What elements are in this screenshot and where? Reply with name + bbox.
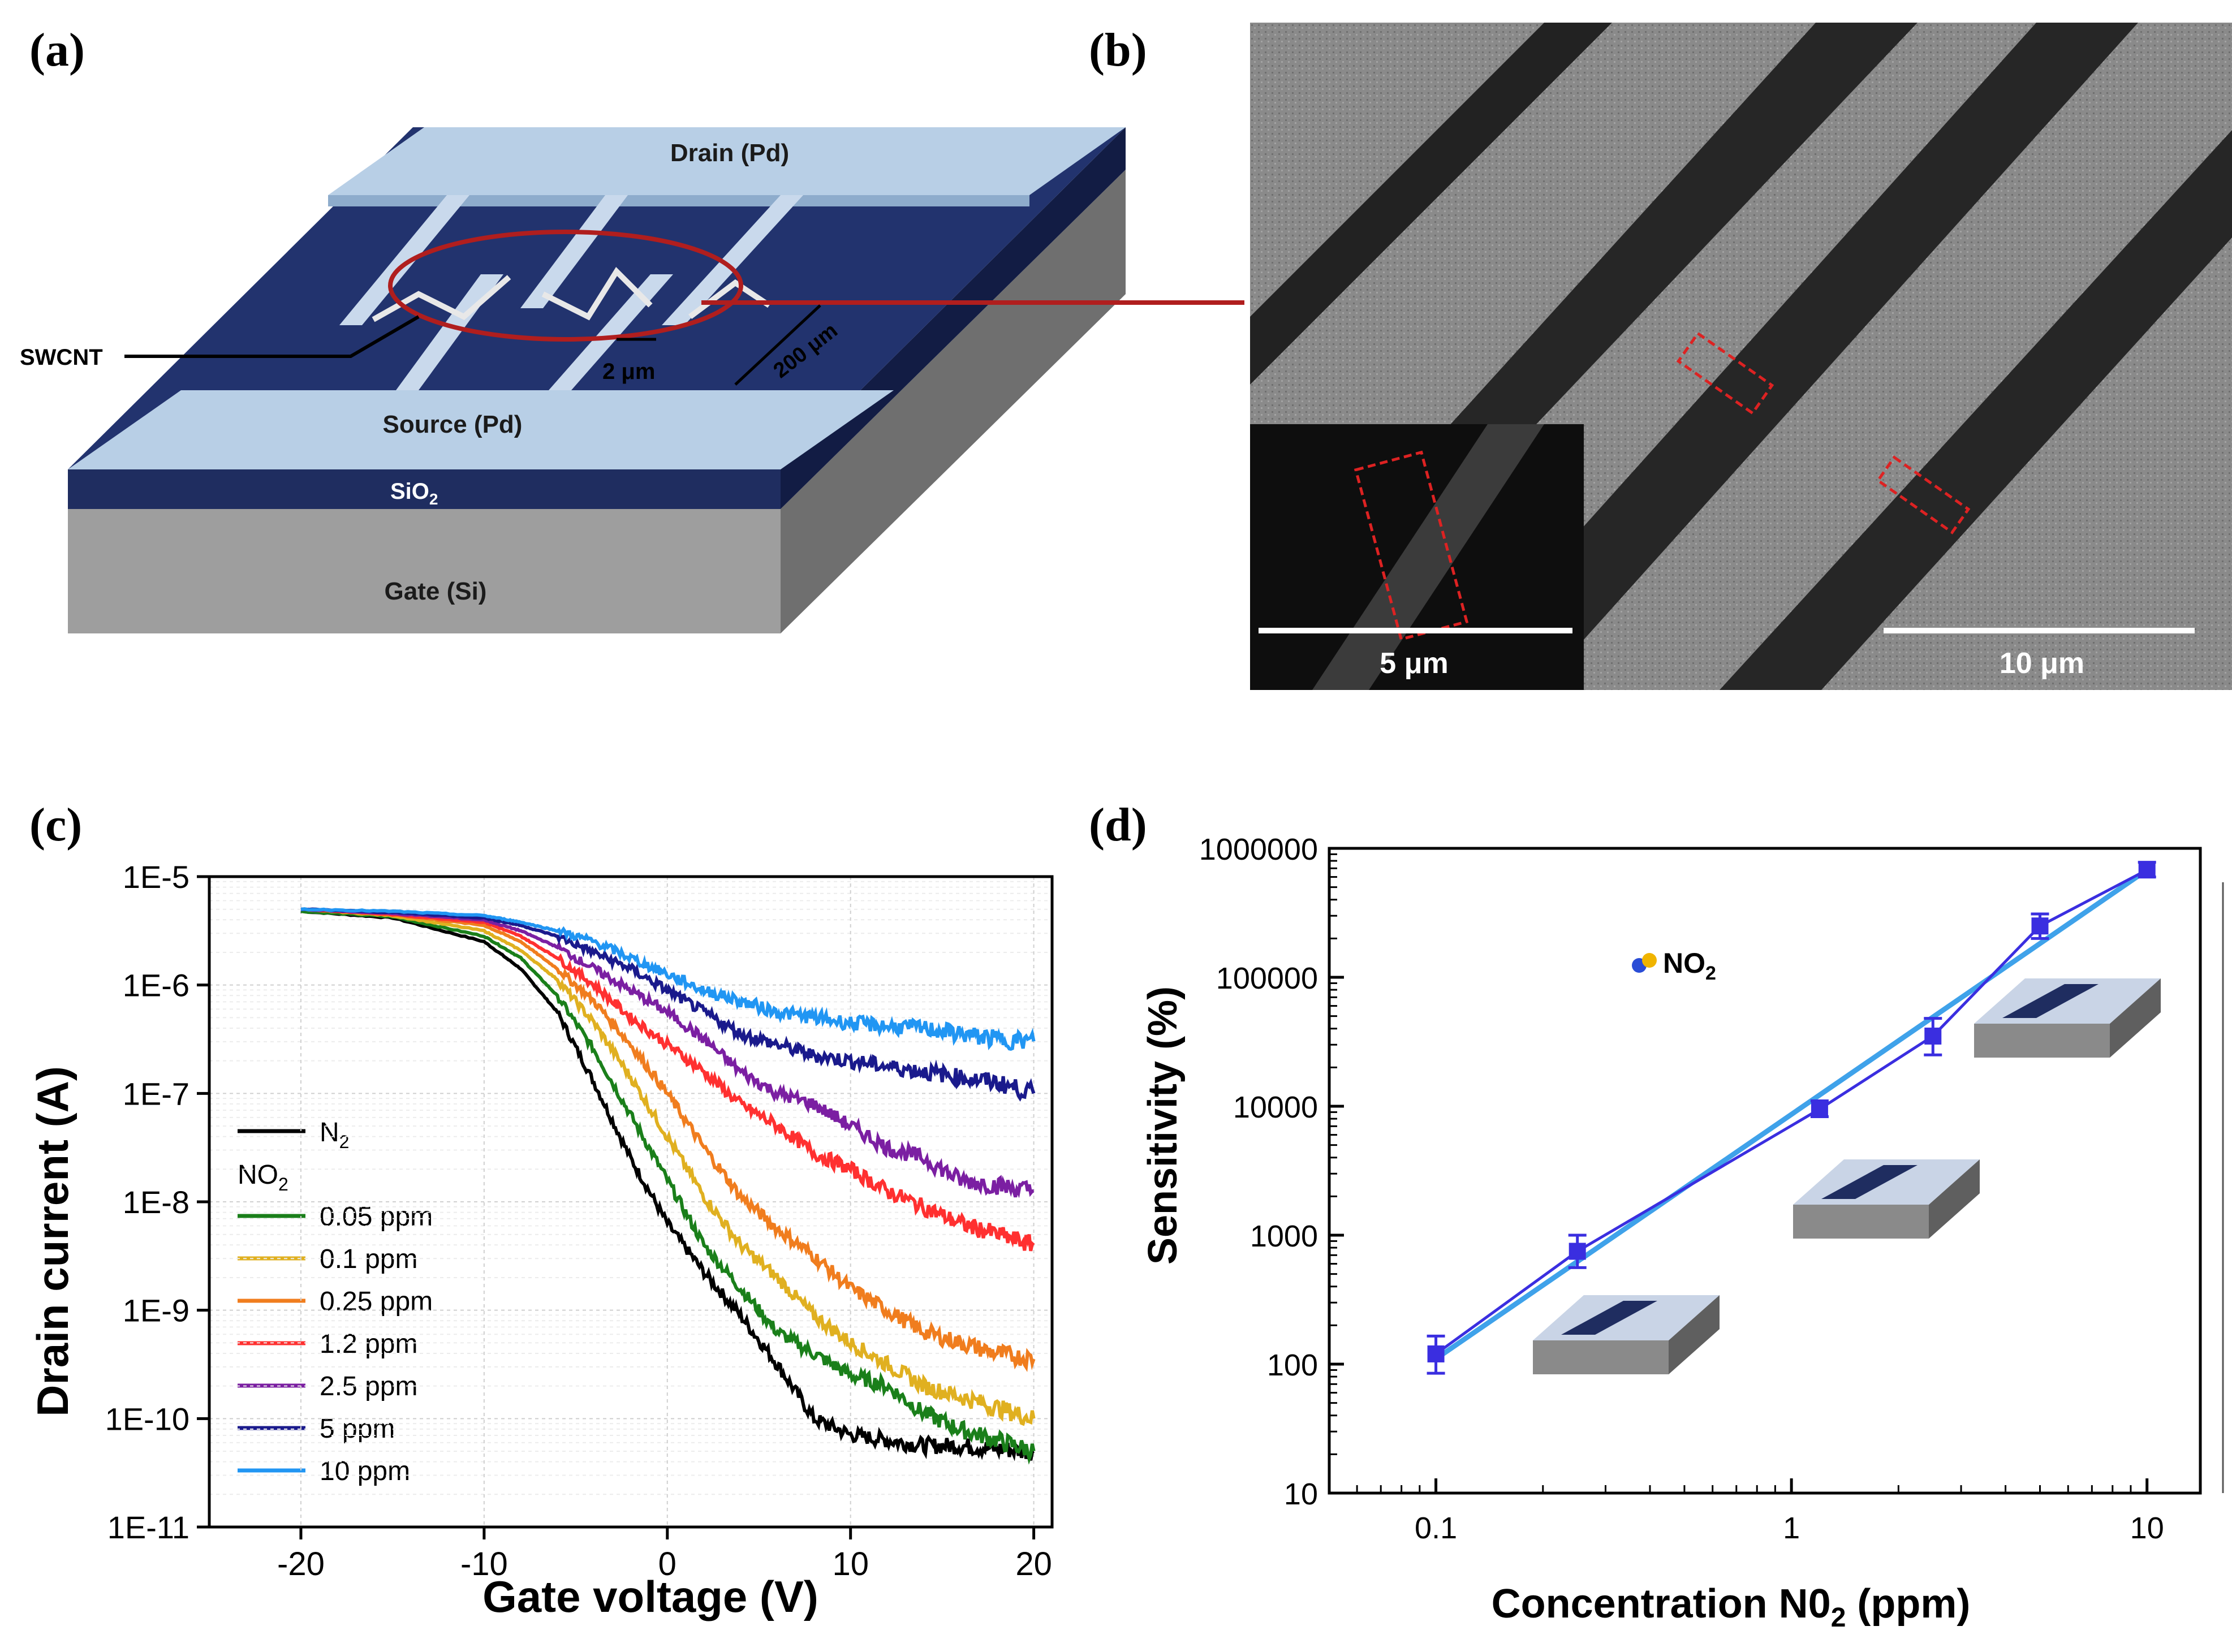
chart-c-ytick-label: 1E-9 <box>123 1293 189 1328</box>
device-inset-high <box>1974 978 2161 1058</box>
chart-c-ytick-label: 1E-10 <box>105 1401 189 1437</box>
panel-label-b: (b) <box>1089 24 1147 76</box>
swcnt-label: SWCNT <box>20 345 103 370</box>
device-inset-mid <box>1793 1159 1980 1239</box>
chart-c-legend-name: N <box>320 1118 339 1148</box>
chart-d-axes-frame <box>1328 847 2202 1495</box>
chart-c-ylabel: Drain current (A) <box>28 1066 77 1417</box>
no2-molecule-icon-atom <box>1642 953 1657 968</box>
chart-d-ytick-label: 1000000 <box>1199 833 1318 866</box>
chart-d-ytick-label: 10000 <box>1233 1090 1318 1124</box>
chart-c-series-line <box>300 907 1036 1373</box>
chart-d-data-point <box>2031 917 2049 935</box>
source-electrode <box>68 390 894 469</box>
chart-c-plot: -20 -10 0 10 20 1E-11 1E-10 1E-9 1E-8 1E-7 1E-6 1E-… <box>105 859 1054 1582</box>
swcnt-1 <box>372 275 511 322</box>
chart-d-xtick-label: 10 <box>2130 1511 2164 1545</box>
chart-d-ytick-label: 1000 <box>1250 1219 1318 1253</box>
chart-c-legend-label: 0.25 ppm <box>320 1287 433 1317</box>
chart-d-xtick-label: 0.1 <box>1415 1511 1457 1545</box>
chart-d-data-point <box>1924 1027 1942 1045</box>
drain-finger-1 <box>339 195 469 325</box>
chart-d-xtick-label: 1 <box>1783 1511 1800 1545</box>
region-highlight-ellipse <box>388 230 743 342</box>
gap-label: 2 μm <box>602 359 655 384</box>
chart-c-xtick-label: 10 <box>832 1546 869 1582</box>
drain-finger-3 <box>662 195 803 325</box>
sem-marker-2 <box>1876 455 1971 534</box>
sem-channel-1 <box>1250 23 1612 385</box>
sensitivity-chart: 10 100 1000 10000 100000 1000000 0.1 1 10 Sensit… <box>1140 833 2224 1633</box>
chart-c-legend-label: 10 ppm <box>320 1456 410 1486</box>
chart-c-series-line <box>300 907 1036 1102</box>
sem-marker-1 <box>1676 331 1774 415</box>
chart-d-data-point <box>1427 1345 1445 1362</box>
chart-d-ytick-label: 100000 <box>1216 961 1318 995</box>
chart-c-ytick-label: 1E-11 <box>107 1509 189 1545</box>
drain-label: Drain (Pd) <box>670 139 789 167</box>
chart-d-data-point <box>2138 861 2156 879</box>
chart-d-xlabel: Concentration N02 (ppm) <box>1492 1581 1971 1633</box>
swcnt-pointer <box>124 315 420 358</box>
source-label: Source (Pd) <box>383 411 523 438</box>
chart-d-ytick-label: 10 <box>1284 1477 1318 1511</box>
sem-inset-band <box>1312 424 1544 690</box>
chart-c-xtick-label: -10 <box>460 1546 508 1582</box>
swcnt-3 <box>688 279 771 319</box>
oxide-front <box>68 469 781 509</box>
chart-c-legend-label: 1.2 ppm <box>320 1329 417 1359</box>
chart-c-xlabel: Gate voltage (V) <box>482 1572 818 1621</box>
chart-c-legend-label: 0.1 ppm <box>320 1244 417 1274</box>
chart-c-xtick-label: 0 <box>658 1546 677 1582</box>
transfer-curve-chart: Drain current (A) Gate voltage (V) NO2 N… <box>28 859 1054 1621</box>
chart-c-series-line <box>300 909 1036 1465</box>
sem-image: 5 μm 10 μm <box>1250 23 2232 690</box>
oxide-side <box>781 127 1126 509</box>
chart-c-legend-label: N2 <box>320 1118 349 1152</box>
oxide-label: SiO2 <box>390 479 438 508</box>
drain-finger-2 <box>520 195 628 308</box>
chart-c-ytick-label: 1E-5 <box>123 859 189 895</box>
chart-d-legend: NO2 <box>1632 947 1716 984</box>
chart-c-series-line <box>300 907 1035 1252</box>
sem-channel-3 <box>1437 23 2138 690</box>
device-inset-low <box>1533 1295 1720 1374</box>
drain-electrode <box>328 127 1126 195</box>
main-scale-label: 10 μm <box>2000 647 2084 680</box>
gate-substrate-side <box>781 170 1126 633</box>
chart-d-fit-line <box>1434 868 2149 1361</box>
chart-c-xtick-label: -20 <box>277 1546 325 1582</box>
chart-c-series-line <box>300 907 1036 1051</box>
inset-scale-label: 5 μm <box>1380 647 1448 680</box>
gate-substrate-front <box>68 509 781 633</box>
gate-label: Gate (Si) <box>385 577 487 605</box>
panel-label-a: (a) <box>29 24 85 76</box>
chart-c-series-line <box>300 909 1035 1461</box>
chart-c-ytick-label: 1E-6 <box>123 968 189 1003</box>
device-schematic: Drain (Pd) Source (Pd) SiO2 Gate (Si) SW… <box>20 127 1244 633</box>
chart-c-ytick-label: 1E-8 <box>123 1184 189 1220</box>
drain-electrode-edge <box>328 195 1029 206</box>
chart-d-ylabel: Sensitivity (%) <box>1140 986 1186 1265</box>
chart-d-data-point <box>1811 1101 1828 1118</box>
chart-d-plot: 10 100 1000 10000 100000 1000000 0.1 1 10 <box>1199 833 2224 1545</box>
chart-c-legend-title: NO2 <box>238 1160 288 1194</box>
chart-d-data-point <box>1569 1243 1586 1260</box>
swcnt-2 <box>541 267 653 321</box>
sem-channel-4 <box>1720 130 2232 690</box>
chart-d-measured-line <box>1435 868 2148 1355</box>
chart-c-series-line <box>300 907 1034 1198</box>
chart-c-ytick-label: 1E-7 <box>123 1076 189 1111</box>
chart-c-xtick-label: 20 <box>1015 1546 1052 1582</box>
chart-c-legend-sub: 2 <box>339 1132 350 1152</box>
chart-c-series-line <box>300 907 1036 1426</box>
chart-d-ytick-label: 100 <box>1267 1348 1318 1382</box>
panel-label-d: (d) <box>1089 799 1147 851</box>
chart-d-legend-label: NO2 <box>1663 947 1716 984</box>
chart-c-legend-label: 5 ppm <box>320 1414 395 1444</box>
panel-label-c: (c) <box>29 799 83 851</box>
source-finger-2 <box>549 274 673 390</box>
width-arrow <box>734 304 821 386</box>
